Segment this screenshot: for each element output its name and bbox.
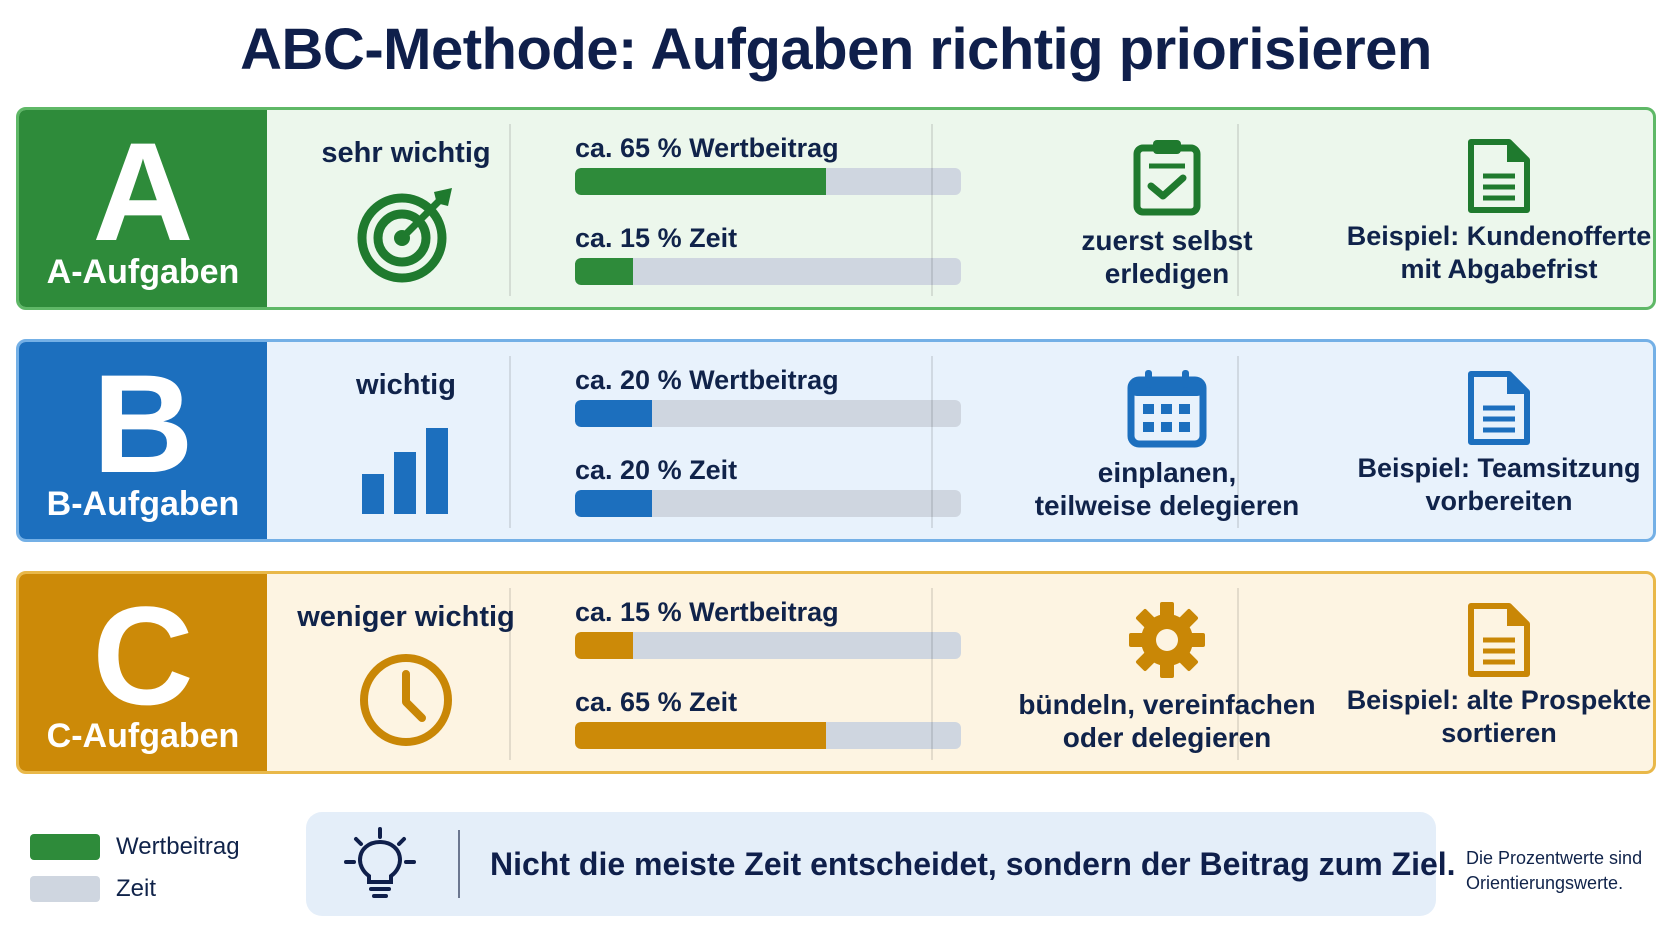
row-b: B B-Aufgaben wichtig ca. 20 % Wertbeitra… — [16, 339, 1656, 542]
time-bar — [575, 722, 961, 749]
badge-letter: A — [92, 113, 194, 270]
importance-cell: weniger wichtig — [267, 574, 545, 771]
action-cell: bündeln, vereinfachen oder delegieren — [995, 574, 1339, 771]
divider — [1237, 588, 1239, 760]
example-line: sortieren — [1441, 718, 1557, 748]
legend-item-value: Wertbeitrag — [30, 832, 270, 862]
time-bar — [575, 258, 961, 285]
divider — [1237, 356, 1239, 528]
badge-label: C-Aufgaben — [46, 717, 240, 755]
example-cell: Beispiel: Teamsitzung vorbereiten — [1339, 342, 1653, 539]
importance-cell: sehr wichtig — [267, 110, 545, 307]
value-bar-fill — [575, 400, 653, 427]
badge-letter: C — [92, 577, 194, 734]
action-cell: einplanen, teilweise delegieren — [995, 342, 1339, 539]
document-icon — [1468, 603, 1530, 677]
importance-label: weniger wichtig — [297, 601, 515, 633]
action-line: oder delegieren — [1062, 722, 1272, 753]
badge-a: A A-Aufgaben — [19, 110, 267, 307]
example-line: mit Abgabefrist — [1400, 254, 1598, 284]
badge-b: B B-Aufgaben — [19, 342, 267, 539]
example-text: Beispiel: Teamsitzung vorbereiten — [1339, 452, 1653, 518]
value-bar — [575, 632, 961, 659]
document-icon — [1468, 139, 1530, 213]
clipboard-check-icon — [1133, 140, 1201, 216]
divider — [1237, 124, 1239, 296]
document-icon — [1468, 371, 1530, 445]
example-line: Beispiel: alte Prospekte — [1346, 685, 1652, 715]
divider — [509, 124, 511, 296]
divider — [931, 124, 933, 296]
footnote-line: Die Prozentwerte sind — [1466, 848, 1643, 868]
legend-swatch-value — [30, 834, 100, 860]
divider — [509, 588, 511, 760]
legend-swatch-time — [30, 876, 100, 902]
action-line: bündeln, vereinfachen — [1018, 689, 1316, 720]
time-bar-fill — [575, 258, 633, 285]
action-line: einplanen, — [1097, 457, 1237, 488]
legend-item-time: Zeit — [30, 874, 270, 904]
lightbulb-icon — [344, 827, 416, 898]
example-cell: Beispiel: alte Prospekte sortieren — [1339, 574, 1653, 771]
badge-c: C C-Aufgaben — [19, 574, 267, 771]
footnote: Die Prozentwerte sind Orientierungswerte… — [1466, 846, 1666, 896]
page-title: ABC-Methode: Aufgaben richtig priorisier… — [240, 17, 1432, 82]
bars-cell: ca. 65 % Wertbeitrag ca. 15 % Zeit — [545, 110, 995, 307]
action-line: erledigen — [1104, 258, 1230, 289]
importance-label: wichtig — [356, 369, 456, 401]
time-label: ca. 15 % Zeit — [575, 223, 738, 253]
badge-label: B-Aufgaben — [46, 485, 240, 523]
time-bar — [575, 490, 961, 517]
bar-chart-icon — [362, 428, 448, 514]
action-cell: zuerst selbst erledigen — [995, 110, 1339, 307]
row-c: C C-Aufgaben weniger wichtig ca. 15 % We… — [16, 571, 1656, 774]
badge-letter: B — [92, 345, 194, 502]
importance-label: sehr wichtig — [321, 137, 491, 169]
example-line: Beispiel: Teamsitzung — [1357, 453, 1641, 483]
example-text: Beispiel: Kundenofferte mit Abgabefrist — [1339, 220, 1653, 286]
value-bar — [575, 400, 961, 427]
legend-label-value: Wertbeitrag — [116, 833, 240, 860]
action-line: zuerst selbst — [1081, 225, 1253, 256]
time-bar-fill — [575, 722, 826, 749]
calendar-icon — [1127, 370, 1207, 448]
importance-cell: wichtig — [267, 342, 545, 539]
divider — [931, 356, 933, 528]
row-a: A A-Aufgaben sehr wichtig ca. 65 % Wertb… — [16, 107, 1656, 310]
value-label: ca. 65 % Wertbeitrag — [575, 133, 839, 163]
example-line: vorbereiten — [1425, 486, 1573, 516]
action-line: teilweise delegieren — [1034, 490, 1300, 521]
example-text: Beispiel: alte Prospekte sortieren — [1339, 684, 1653, 750]
clock-icon — [360, 654, 452, 746]
example-cell: Beispiel: Kundenofferte mit Abgabefrist — [1339, 110, 1653, 307]
action-text: einplanen, teilweise delegieren — [995, 456, 1339, 522]
quote-text: Nicht die meiste Zeit entscheidet, sonde… — [490, 846, 1456, 882]
time-label: ca. 65 % Zeit — [575, 687, 738, 717]
divider — [931, 588, 933, 760]
divider — [509, 356, 511, 528]
footnote-line: Orientierungswerte. — [1466, 873, 1624, 893]
quote-box: Nicht die meiste Zeit entscheidet, sonde… — [306, 812, 1456, 916]
gear-icon — [1129, 602, 1205, 678]
time-bar-fill — [575, 490, 653, 517]
action-text: bündeln, vereinfachen oder delegieren — [995, 688, 1339, 754]
target-icon — [357, 188, 452, 283]
bars-cell: ca. 20 % Wertbeitrag ca. 20 % Zeit — [545, 342, 995, 539]
bars-cell: ca. 15 % Wertbeitrag ca. 65 % Zeit — [545, 574, 995, 771]
time-label: ca. 20 % Zeit — [575, 455, 738, 485]
value-bar-fill — [575, 168, 826, 195]
value-label: ca. 15 % Wertbeitrag — [575, 597, 839, 627]
quote-divider — [458, 830, 460, 898]
value-bar-fill — [575, 632, 633, 659]
value-label: ca. 20 % Wertbeitrag — [575, 365, 839, 395]
badge-label: A-Aufgaben — [46, 253, 240, 291]
value-bar — [575, 168, 961, 195]
action-text: zuerst selbst erledigen — [995, 224, 1339, 290]
legend-label-time: Zeit — [116, 875, 157, 902]
example-line: Beispiel: Kundenofferte — [1346, 221, 1652, 251]
